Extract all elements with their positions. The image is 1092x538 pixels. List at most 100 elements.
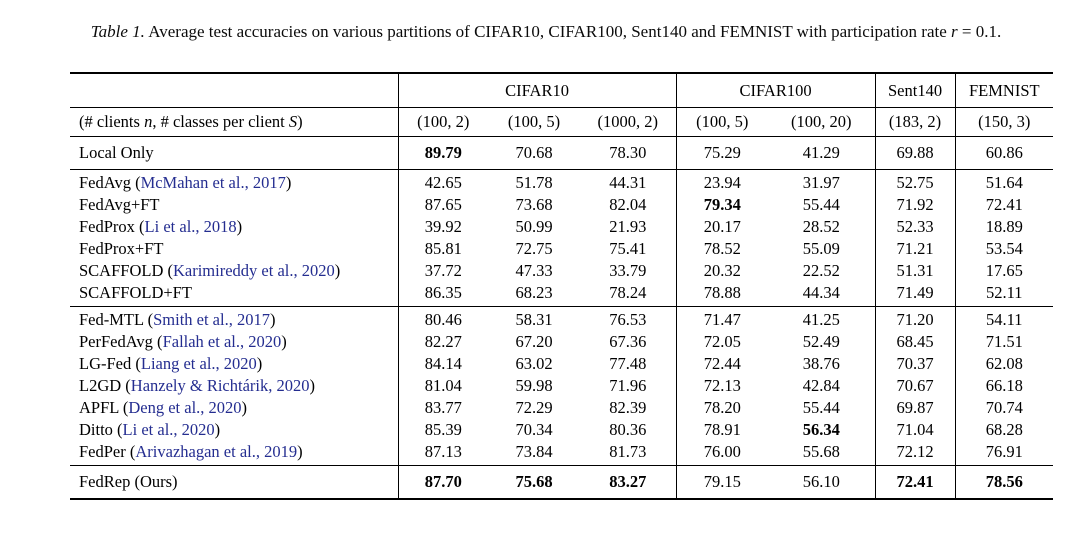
- citation-link[interactable]: Hanzely & Richtárik, 2020: [130, 376, 310, 395]
- method-name-suffix: ): [214, 420, 221, 439]
- method-name: LG-Fed (: [79, 354, 141, 373]
- accuracy-cell: 51.64: [954, 169, 1054, 194]
- accuracy-cell: 70.67: [874, 375, 956, 397]
- accuracy-cell: 52.11: [954, 282, 1054, 307]
- table-row: L2GD (Hanzely & Richtárik, 2020) 81.04 59.…: [70, 375, 1054, 397]
- method-name: PerFedAvg (: [79, 332, 163, 351]
- accuracy-cell: 71.47: [675, 306, 769, 331]
- table-section: Local Only 89.79 70.68 78.30 75.29 41.29 69.88…: [70, 136, 1054, 170]
- table-row: Ditto (Li et al., 2020) 85.39 70.34 80.36 78…: [70, 419, 1054, 441]
- accuracy-cell: 72.41: [954, 194, 1054, 216]
- table-row: Fed-MTL (Smith et al., 2017) 80.46 58.31 76…: [70, 306, 1054, 332]
- method-cell: APFL (Deng et al., 2020): [70, 397, 398, 419]
- accuracy-cell: 20.32: [675, 260, 769, 282]
- accuracy-cell: 66.18: [954, 375, 1054, 397]
- method-name-suffix: ): [241, 398, 248, 417]
- accuracy-cell: 77.48: [609, 354, 647, 373]
- citation-link[interactable]: Smith et al., 2017: [153, 310, 270, 329]
- citation-link[interactable]: Li et al., 2020: [122, 420, 215, 439]
- accuracy-cell: 62.08: [954, 353, 1054, 375]
- method-name: FedProx (: [79, 217, 145, 236]
- accuracy-cell: 75.41: [609, 239, 647, 258]
- method-cell: PerFedAvg (Fallah et al., 2020): [70, 331, 398, 353]
- accuracy-cell: 78.30: [609, 143, 647, 162]
- accuracy-cell: 78.52: [675, 238, 769, 260]
- citation-link[interactable]: Fallah et al., 2020: [162, 332, 282, 351]
- accuracy-cell: 68.28: [954, 419, 1054, 441]
- table-row: Local Only 89.79 70.68 78.30 75.29 41.29 69.88…: [70, 136, 1054, 170]
- accuracy-cell: 72.29: [515, 398, 553, 417]
- citation-link[interactable]: Deng et al., 2020: [128, 398, 242, 417]
- accuracy-cell: 42.84: [802, 376, 840, 395]
- accuracy-cell: 52.49: [802, 332, 840, 351]
- method-cell: FedAvg+FT: [70, 194, 398, 216]
- accuracy-cell: 71.92: [874, 194, 956, 216]
- partition-value: (1000, 2): [597, 112, 659, 131]
- accuracy-cell: 56.10: [802, 472, 840, 491]
- accuracy-cell: 84.14: [397, 353, 488, 375]
- accuracy-cell: 22.52: [802, 261, 840, 280]
- accuracy-cell: 71.51: [954, 331, 1054, 353]
- table-row: PerFedAvg (Fallah et al., 2020) 82.27 67.2…: [70, 331, 1054, 353]
- method-name: Local Only: [79, 143, 154, 162]
- accuracy-cell: 17.65: [954, 260, 1054, 282]
- accuracy-cell: 60.86: [954, 136, 1054, 170]
- citation-link[interactable]: Li et al., 2018: [144, 217, 237, 236]
- method-cell: LG-Fed (Liang et al., 2020): [70, 353, 398, 375]
- accuracy-cell: 70.34: [515, 420, 553, 439]
- accuracy-cell: 53.54: [954, 238, 1054, 260]
- accuracy-cell: 76.91: [954, 441, 1054, 466]
- partition-var-s: S: [288, 112, 298, 131]
- dataset-header-row: CIFAR10 CIFAR100 Sent140 FEMNIST: [70, 73, 1054, 108]
- accuracy-cell: 78.56: [954, 465, 1054, 499]
- header-cifar10: CIFAR10: [397, 73, 677, 108]
- accuracy-cell: 83.77: [397, 397, 488, 419]
- accuracy-cell: 71.96: [609, 376, 647, 395]
- accuracy-cell: 70.74: [954, 397, 1054, 419]
- accuracy-cell: 58.31: [515, 310, 553, 329]
- table-row: SCAFFOLD+FT 86.35 68.23 78.24 78.88 44.34 71.4…: [70, 282, 1054, 307]
- header-femnist: FEMNIST: [954, 73, 1054, 108]
- accuracy-cell: 78.24: [609, 283, 647, 302]
- method-name: L2GD (: [79, 376, 131, 395]
- method-cell: Local Only: [70, 137, 398, 170]
- citation-link[interactable]: Liang et al., 2020: [140, 354, 257, 373]
- accuracy-cell: 31.97: [802, 173, 840, 192]
- results-table: CIFAR10 CIFAR100 Sent140 FEMNIST (# clie…: [70, 72, 1054, 500]
- method-name: SCAFFOLD+FT: [79, 283, 192, 302]
- accuracy-cell: 41.29: [802, 143, 840, 162]
- accuracy-cell: 76.00: [675, 441, 769, 466]
- accuracy-cell: 80.36: [609, 420, 647, 439]
- accuracy-cell: 33.79: [609, 261, 647, 280]
- method-name-suffix: ): [297, 442, 303, 461]
- accuracy-cell: 63.02: [515, 354, 553, 373]
- accuracy-cell: 69.87: [874, 397, 956, 419]
- accuracy-cell: 73.68: [515, 195, 553, 214]
- method-name: FedAvg+FT: [79, 195, 160, 214]
- citation-link[interactable]: McMahan et al., 2017: [140, 173, 286, 192]
- citation-link[interactable]: Karimireddy et al., 2020: [172, 261, 335, 280]
- header-cifar100: CIFAR100: [675, 73, 876, 108]
- table-section: FedRep (Ours) 87.70 75.68 83.27 79.15 56.10 72…: [70, 465, 1054, 499]
- accuracy-cell: 71.49: [874, 282, 956, 307]
- accuracy-cell: 20.17: [675, 216, 769, 238]
- method-cell: Ditto (Li et al., 2020): [70, 419, 398, 441]
- table-row: FedPer (Arivazhagan et al., 2019) 87.13 73…: [70, 441, 1054, 466]
- accuracy-cell: 80.46: [397, 306, 488, 331]
- accuracy-cell: 47.33: [515, 261, 553, 280]
- accuracy-cell: 83.27: [609, 472, 647, 491]
- accuracy-cell: 54.11: [954, 306, 1054, 331]
- accuracy-cell: 52.33: [874, 216, 956, 238]
- accuracy-cell: 72.12: [874, 441, 956, 466]
- method-cell: SCAFFOLD+FT: [70, 282, 398, 307]
- method-name-suffix: ): [281, 332, 287, 351]
- method-cell: SCAFFOLD (Karimireddy et al., 2020): [70, 260, 398, 282]
- method-cell: Fed-MTL (Smith et al., 2017): [70, 307, 398, 332]
- accuracy-cell: 79.15: [675, 465, 769, 499]
- paper-page: Table 1. Average test accuracies on vari…: [0, 21, 1092, 538]
- accuracy-cell: 75.29: [675, 136, 769, 170]
- method-cell: L2GD (Hanzely & Richtárik, 2020): [70, 375, 398, 397]
- method-name-suffix: ): [334, 261, 341, 280]
- citation-link[interactable]: Arivazhagan et al., 2019: [135, 442, 298, 461]
- accuracy-cell: 87.70: [397, 465, 488, 499]
